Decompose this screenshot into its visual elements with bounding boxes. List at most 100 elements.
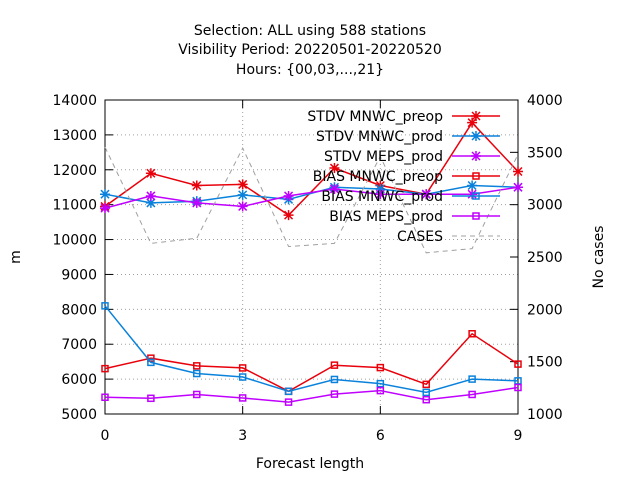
square-marker (101, 302, 109, 310)
square-marker (422, 395, 430, 404)
square-marker (284, 387, 293, 396)
series-stdv-meps-prod (100, 182, 523, 214)
y2-tick-label: 1000 (527, 407, 563, 423)
y-tick-label: 12000 (52, 163, 97, 179)
legend-label: BIAS MNWC_prod (321, 189, 443, 205)
star-marker (421, 189, 432, 200)
legend-label: BIAS MNWC_preop (313, 169, 443, 185)
star-marker (145, 168, 156, 179)
square-marker (468, 330, 476, 338)
x-axis-label: Forecast length (256, 456, 364, 472)
y-tick-label: 9000 (61, 267, 97, 283)
chart-title-line-2: Visibility Period: 20220501-20220520 (178, 42, 442, 58)
square-marker (238, 394, 247, 402)
series-line (104, 146, 519, 254)
chart-title-line-1: Selection: ALL using 588 stations (194, 23, 426, 39)
y2-axis-label: No cases (591, 226, 607, 289)
y-axis-label: m (8, 250, 24, 264)
square-marker (101, 393, 109, 402)
square-marker (376, 386, 385, 395)
square-marker (514, 360, 522, 368)
chart-title-line-3: Hours: {00,03,...,21} (236, 62, 384, 78)
square-marker (284, 398, 293, 406)
square-marker (472, 212, 480, 220)
star-marker (100, 203, 110, 214)
square-marker (422, 388, 430, 397)
x-tick-label: 3 (238, 428, 247, 444)
square-marker (193, 390, 201, 399)
legend-label: STDV MEPS_prod (324, 149, 443, 165)
square-marker (468, 375, 476, 383)
series-line (104, 186, 519, 209)
series-line (104, 184, 519, 204)
tick-labels: 5000600070008000900010000110001200013000… (52, 93, 562, 444)
square-marker (193, 369, 201, 378)
star-marker (237, 179, 248, 190)
series-line (104, 332, 519, 393)
star-marker (471, 111, 481, 121)
star-marker (471, 131, 481, 141)
star-marker (329, 183, 340, 194)
legend-entry-bias-mnwc-prod: BIAS MNWC_prod (321, 189, 500, 205)
y-tick-label: 6000 (61, 372, 97, 388)
series-line (104, 305, 519, 394)
star-marker (145, 190, 156, 201)
star-marker (375, 189, 386, 200)
series-line (104, 386, 519, 403)
star-marker (237, 201, 248, 212)
star-marker (467, 189, 478, 200)
square-marker (514, 383, 522, 392)
x-tick-label: 9 (514, 428, 523, 444)
star-marker (191, 197, 202, 208)
legend-entry-stdv-mnwc-prod: STDV MNWC_prod (316, 129, 500, 145)
star-marker (100, 189, 110, 200)
legend-entry-stdv-mnwc-preop: STDV MNWC_preop (307, 109, 500, 125)
square-marker (238, 373, 247, 381)
star-marker (237, 189, 248, 200)
legend-entry-bias-meps-prod: BIAS MEPS_prod (329, 209, 500, 225)
square-marker (376, 379, 385, 388)
legend-entry-cases: CASES (397, 229, 500, 245)
y-tick-label: 13000 (52, 128, 97, 144)
legend-entry-stdv-meps-prod: STDV MEPS_prod (324, 149, 500, 165)
star-marker (191, 180, 202, 191)
star-marker (513, 166, 523, 177)
series-bias-meps-prod (101, 383, 522, 406)
square-marker (468, 390, 476, 399)
series-line (104, 121, 519, 217)
legend-label: STDV MNWC_preop (307, 109, 443, 125)
y2-tick-label: 2500 (527, 250, 563, 266)
x-tick-label: 0 (101, 428, 110, 444)
square-marker (238, 364, 247, 372)
series-bias-mnwc-prod (101, 302, 522, 397)
legend-label: BIAS MEPS_prod (329, 209, 443, 225)
square-marker (330, 361, 339, 369)
square-marker (330, 390, 339, 398)
series-stdv-mnwc-preop (100, 117, 523, 221)
square-marker (472, 192, 480, 200)
square-marker (147, 394, 155, 403)
square-marker (376, 363, 385, 372)
x-tick-label: 6 (376, 428, 385, 444)
square-marker (147, 358, 155, 367)
star-marker (467, 117, 478, 128)
y-tick-label: 11000 (52, 198, 97, 214)
y-tick-label: 14000 (52, 93, 97, 109)
star-marker (467, 180, 478, 191)
y2-tick-label: 1500 (527, 355, 563, 371)
legend-label: CASES (397, 229, 443, 245)
star-marker (283, 210, 294, 221)
square-marker (193, 362, 201, 370)
series-cases (104, 146, 519, 254)
square-marker (472, 172, 480, 180)
star-marker (471, 151, 481, 161)
star-marker (145, 197, 156, 208)
y2-tick-label: 3000 (527, 198, 563, 214)
star-marker (375, 183, 386, 194)
series-layer (100, 117, 523, 406)
square-marker (101, 364, 109, 373)
y2-tick-label: 4000 (527, 93, 563, 109)
y-tick-label: 5000 (61, 407, 97, 423)
legend-entry-bias-mnwc-preop: BIAS MNWC_preop (313, 169, 500, 185)
